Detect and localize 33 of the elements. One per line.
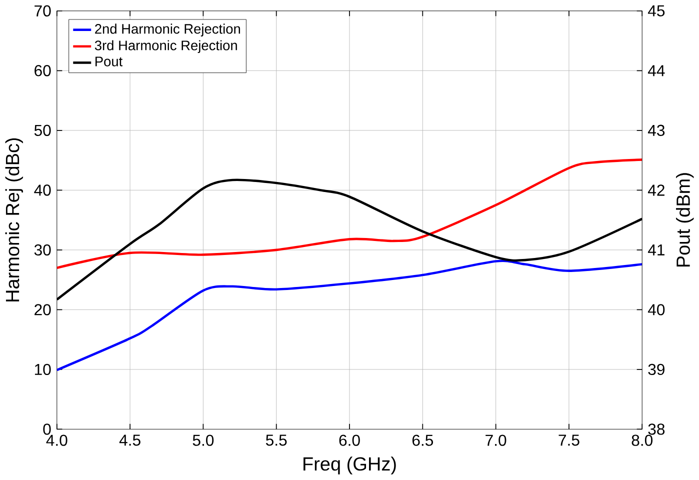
x-tick-label: 6.0 xyxy=(339,434,360,446)
y-tick-label: 20 xyxy=(34,304,51,316)
line-series xyxy=(56,158,642,270)
legend-label: Pout xyxy=(96,56,123,66)
x-tick-label: 6.5 xyxy=(412,434,434,446)
y-tick-label: 40 xyxy=(34,184,51,196)
y-axis-title: Harmonic Rej (dBc) xyxy=(5,138,24,302)
y-tick-label: 50 xyxy=(34,124,51,136)
x-tick-label: 8.0 xyxy=(632,434,652,446)
y2-tick-label: 43 xyxy=(648,124,665,136)
y2-axis-title: Pout (dBm) xyxy=(676,173,694,267)
y2-tick-label: 44 xyxy=(648,65,665,76)
y-tick-label: 70 xyxy=(34,5,51,17)
x-tick-label: 5.5 xyxy=(266,434,287,446)
x-tick-label: 4.5 xyxy=(119,434,140,446)
y2-tick-label: 42 xyxy=(648,184,664,196)
y-tick-label: 0 xyxy=(43,424,51,435)
y2-tick-label: 40 xyxy=(648,304,665,316)
legend-label: 2nd Harmonic Rejection xyxy=(95,24,240,37)
x-tick-label: 4.0 xyxy=(46,434,68,446)
x-tick-label: 7.0 xyxy=(486,434,506,446)
y-tick-label: 10 xyxy=(34,364,51,376)
x-tick-label: 5.0 xyxy=(192,434,214,446)
x-tick-label: 7.5 xyxy=(558,434,580,446)
y2-tick-label: 39 xyxy=(648,364,664,376)
line-series xyxy=(56,260,642,372)
y-tick-label: 60 xyxy=(34,65,51,76)
y2-tick-label: 45 xyxy=(648,6,665,17)
legend-label: 3rd Harmonic Rejection xyxy=(94,40,237,54)
y2-tick-label: 41 xyxy=(648,244,664,256)
y2-tick-label: 38 xyxy=(648,424,665,435)
x-axis-title: Freq (GHz) xyxy=(304,456,396,475)
y-tick-label: 30 xyxy=(34,244,51,256)
